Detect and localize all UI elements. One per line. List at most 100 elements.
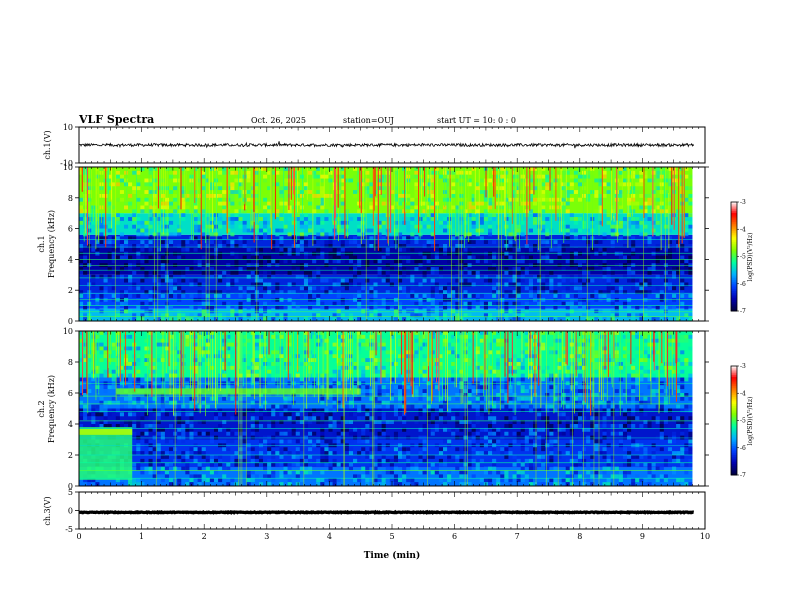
spectrum-cell bbox=[295, 412, 300, 417]
spectrum-cell bbox=[467, 263, 472, 268]
spectrum-cell bbox=[524, 424, 529, 428]
spectrum-cell bbox=[177, 270, 182, 275]
spectrum-cell bbox=[348, 255, 354, 260]
spectrum-cell bbox=[295, 420, 300, 425]
spectrum-cell bbox=[541, 267, 546, 271]
spectrum-cell bbox=[586, 236, 591, 241]
spectrum-cell bbox=[512, 396, 517, 401]
spectrum-cell bbox=[140, 313, 145, 318]
spectrum-cell bbox=[426, 259, 431, 264]
spectrum-cell bbox=[475, 365, 480, 370]
spectrum-cell bbox=[177, 217, 182, 221]
spectrum-cell bbox=[242, 209, 247, 214]
spectrum-cell bbox=[308, 393, 313, 397]
spectrum-cell bbox=[119, 381, 124, 386]
spectrum-cell bbox=[95, 228, 100, 233]
spectrum-cell bbox=[201, 255, 206, 260]
spectrum-cell bbox=[148, 224, 153, 229]
spectrum-cell bbox=[455, 393, 460, 397]
spectrum-cell bbox=[197, 346, 202, 351]
colorbar-step bbox=[731, 296, 737, 299]
spectrum-cell bbox=[381, 220, 386, 225]
spectrum-cell bbox=[136, 424, 141, 428]
spectrum-cell bbox=[168, 408, 174, 413]
spectrum-cell bbox=[226, 263, 231, 268]
spectrum-cell bbox=[373, 305, 378, 310]
spectrum-cell bbox=[283, 404, 288, 409]
spectrum-cell bbox=[168, 350, 174, 355]
spectrum-cell bbox=[635, 178, 640, 183]
spectrum-cell bbox=[622, 182, 628, 187]
spectrum-cell bbox=[99, 331, 104, 335]
spectrum-cell bbox=[651, 236, 656, 241]
spectrum-cell bbox=[275, 313, 280, 318]
spectrum-cell bbox=[83, 224, 88, 229]
spectrum-cell bbox=[479, 478, 484, 483]
spectrum-cell bbox=[250, 193, 255, 198]
spectrum-cell bbox=[111, 294, 116, 298]
spectrum-cell bbox=[340, 313, 345, 318]
spectrum-cell bbox=[308, 270, 313, 275]
spectrum-cell bbox=[426, 197, 431, 202]
spectrum-cell bbox=[381, 301, 386, 306]
spectrum-cell bbox=[234, 381, 239, 386]
y-tick-label: 8 bbox=[68, 194, 73, 203]
spectrum-cell bbox=[373, 240, 378, 244]
spectrum-cell bbox=[160, 431, 165, 436]
spectrum-cell bbox=[242, 416, 247, 421]
spectrum-cell bbox=[463, 416, 468, 421]
spectrum-cell bbox=[398, 263, 403, 268]
spectrum-cell bbox=[524, 400, 529, 405]
spectrum-cell bbox=[520, 466, 525, 471]
spectrum-cell bbox=[577, 278, 583, 283]
spectrum-cell bbox=[193, 400, 198, 405]
spectrum-cell bbox=[516, 458, 521, 463]
spectrum-cell bbox=[586, 317, 591, 321]
spectrum-cell bbox=[308, 274, 313, 279]
spectrum-cell bbox=[430, 278, 435, 283]
spectrum-cell bbox=[426, 305, 431, 310]
spectrum-cell bbox=[667, 305, 673, 310]
spectrum-cell bbox=[144, 443, 149, 448]
spectrum-cell bbox=[373, 358, 378, 363]
spectrum-cell bbox=[123, 244, 129, 248]
spectrum-cell bbox=[524, 305, 529, 310]
spectrum-cell bbox=[201, 431, 206, 436]
spectrum-cell bbox=[430, 236, 435, 241]
spectrum-cell bbox=[209, 478, 214, 483]
spectrum-cell bbox=[483, 393, 488, 397]
spectrum-cell bbox=[250, 294, 255, 298]
spectrum-cell bbox=[618, 182, 623, 187]
spectrum-cell bbox=[631, 193, 636, 198]
spectrum-cell bbox=[365, 205, 370, 210]
spectrum-cell bbox=[316, 416, 321, 421]
spectrum-cell bbox=[385, 435, 390, 440]
spectrum-cell bbox=[398, 385, 403, 390]
spectrum-cell bbox=[209, 270, 214, 275]
spectrum-cell bbox=[226, 354, 231, 359]
spectrum-cell bbox=[430, 431, 435, 436]
spectrum-cell bbox=[438, 365, 443, 370]
spectrum-cell bbox=[385, 443, 390, 448]
spectrum-cell bbox=[201, 400, 206, 405]
spectrum-cell bbox=[201, 186, 206, 191]
spectrum-cell bbox=[238, 362, 243, 366]
spectrum-cell bbox=[185, 240, 190, 244]
spectrum-cell bbox=[369, 201, 374, 206]
spectrum-cell bbox=[590, 278, 595, 283]
spectrum-cell bbox=[492, 404, 497, 409]
spectrum-cell bbox=[275, 350, 280, 355]
spectrum-cell bbox=[189, 267, 194, 271]
spectrum-cell bbox=[254, 362, 259, 366]
spectrum-cell bbox=[132, 294, 137, 298]
spectrum-cell bbox=[164, 439, 169, 444]
colorbar-tick-label: -7 bbox=[740, 308, 746, 315]
spectrum-cell bbox=[275, 282, 280, 287]
spectrum-cell bbox=[557, 317, 562, 321]
spectrum-cell bbox=[545, 251, 550, 256]
spectrum-cell bbox=[115, 416, 120, 421]
spectrum-cell bbox=[209, 274, 214, 279]
spectrum-cell bbox=[647, 278, 652, 283]
spectrum-cell bbox=[250, 400, 255, 405]
spectrum-cell bbox=[361, 451, 366, 456]
